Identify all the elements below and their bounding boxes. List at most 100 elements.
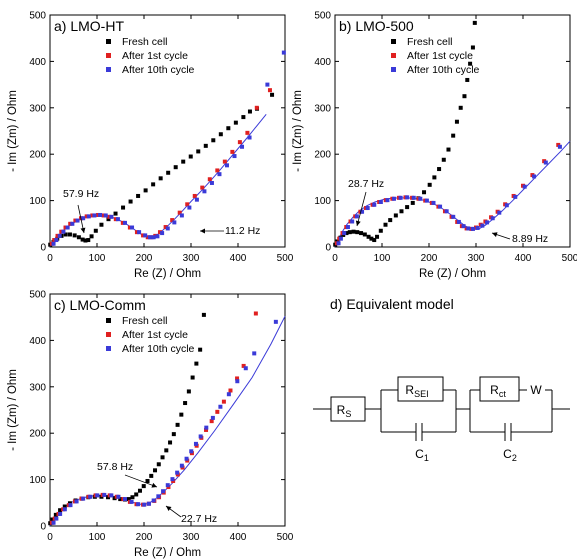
data-point bbox=[504, 203, 509, 208]
data-point bbox=[221, 399, 226, 404]
x-axis-label: Re (Z) / Ohm bbox=[134, 547, 201, 559]
data-point bbox=[121, 205, 126, 210]
label-rct: Rct bbox=[490, 383, 506, 399]
data-point bbox=[134, 492, 139, 497]
data-point bbox=[204, 427, 209, 432]
y-tick-label: 300 bbox=[29, 382, 46, 393]
data-point bbox=[398, 195, 403, 200]
data-point bbox=[90, 213, 95, 218]
data-point bbox=[67, 232, 72, 237]
arrow-head bbox=[151, 482, 157, 488]
chart-panel-3: 0 100 200 300 400 500 0 100 200 300 400 500 Re (Z) /… bbox=[7, 290, 294, 560]
x-tick-label: 400 bbox=[230, 253, 247, 264]
y-tick-label: 300 bbox=[29, 103, 46, 114]
legend-marker bbox=[391, 67, 396, 72]
data-point bbox=[543, 160, 548, 165]
data-point bbox=[51, 241, 56, 246]
data-point bbox=[51, 520, 56, 525]
data-point bbox=[122, 220, 127, 225]
data-point bbox=[281, 50, 286, 55]
data-point bbox=[201, 312, 206, 317]
data-point bbox=[451, 214, 456, 219]
data-point bbox=[273, 319, 278, 324]
legend-label: After 1st cycle bbox=[407, 50, 473, 62]
frequency-annotation: 57.9 Hz bbox=[63, 188, 99, 200]
data-point bbox=[151, 235, 156, 240]
data-point bbox=[267, 88, 272, 93]
equivalent-model-title: d) Equivalent model bbox=[330, 296, 454, 312]
y-tick-label: 500 bbox=[29, 290, 46, 301]
data-point bbox=[454, 119, 459, 124]
x-tick-label: 400 bbox=[230, 532, 247, 543]
legend-label: After 10th cycle bbox=[407, 64, 480, 76]
data-point bbox=[228, 388, 233, 393]
data-point bbox=[461, 224, 466, 229]
data-point bbox=[175, 422, 180, 427]
x-tick-label: 0 bbox=[47, 253, 53, 264]
x-tick-label: 500 bbox=[277, 253, 294, 264]
equivalent-circuit: RS RSEI C1 Rct W C2 bbox=[313, 376, 570, 463]
data-point bbox=[134, 230, 139, 235]
data-point bbox=[160, 231, 165, 236]
data-point bbox=[54, 238, 59, 243]
data-point bbox=[466, 226, 471, 231]
data-point bbox=[462, 94, 467, 99]
data-point bbox=[247, 109, 252, 114]
data-point bbox=[366, 234, 371, 239]
legend-label: After 10th cycle bbox=[122, 343, 195, 355]
y-tick-label: 100 bbox=[314, 196, 331, 207]
data-point bbox=[75, 218, 80, 223]
data-point bbox=[241, 115, 246, 120]
data-point bbox=[155, 234, 160, 239]
data-point bbox=[204, 425, 209, 430]
arrow-head bbox=[492, 232, 498, 237]
data-point bbox=[128, 199, 133, 204]
data-point bbox=[532, 174, 537, 179]
data-point bbox=[62, 504, 67, 509]
data-point bbox=[210, 415, 215, 420]
data-point bbox=[187, 205, 192, 210]
chart-panel-1: 0 100 200 300 400 500 0 100 200 300 400 500 Re (Z) /… bbox=[7, 11, 294, 281]
x-tick-label: 0 bbox=[47, 532, 53, 543]
data-point bbox=[143, 233, 148, 238]
data-point bbox=[185, 202, 190, 207]
data-point bbox=[427, 182, 432, 187]
data-point bbox=[372, 238, 377, 243]
panel-title: b) LMO-500 bbox=[339, 18, 414, 34]
label-rsei: RSEI bbox=[405, 383, 428, 399]
data-point bbox=[226, 392, 231, 397]
data-point bbox=[52, 238, 57, 243]
frequency-annotation: 57.8 Hz bbox=[97, 461, 133, 473]
data-point bbox=[95, 493, 100, 498]
plot-frame bbox=[49, 293, 286, 527]
arrow-head bbox=[200, 228, 205, 234]
data-point bbox=[211, 138, 216, 143]
data-point bbox=[141, 484, 146, 489]
data-point bbox=[145, 235, 150, 240]
data-point bbox=[95, 212, 100, 217]
data-point bbox=[200, 185, 205, 190]
data-point bbox=[62, 507, 67, 512]
label-rs: RS bbox=[337, 403, 352, 419]
x-tick-label: 0 bbox=[332, 253, 338, 264]
legend-marker bbox=[106, 332, 111, 337]
data-point bbox=[149, 473, 154, 478]
data-point bbox=[107, 214, 112, 219]
legend-label: After 1st cycle bbox=[122, 329, 188, 341]
data-point bbox=[207, 177, 212, 182]
data-point bbox=[50, 517, 55, 522]
data-point bbox=[127, 225, 132, 230]
data-point bbox=[383, 222, 388, 227]
data-point bbox=[388, 218, 393, 223]
data-point bbox=[202, 189, 207, 194]
data-point bbox=[557, 144, 562, 149]
data-point bbox=[369, 236, 374, 241]
data-point bbox=[475, 225, 480, 230]
data-point bbox=[88, 494, 93, 499]
data-point bbox=[222, 159, 227, 164]
legend-marker bbox=[106, 346, 111, 351]
y-tick-label: 0 bbox=[40, 243, 46, 254]
data-point bbox=[344, 231, 349, 236]
data-point bbox=[86, 214, 91, 219]
